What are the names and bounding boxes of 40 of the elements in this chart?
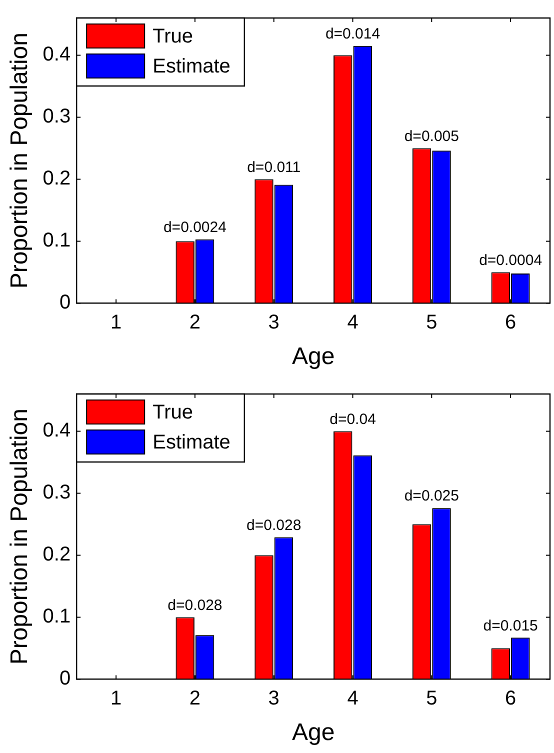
x-tick-label: 3 (268, 312, 280, 334)
x-axis-title: Age (292, 719, 335, 746)
annotation: d=0.028 (168, 596, 222, 614)
legend-label: True (152, 26, 193, 48)
legend-label: Estimate (152, 432, 230, 454)
annotation: d=0.028 (246, 516, 302, 534)
y-tick-label: 0.4 (42, 420, 71, 442)
x-tick-label: 2 (189, 688, 201, 710)
y-axis-title: Proportion in Population (6, 408, 34, 665)
x-tick-label: 6 (504, 688, 516, 710)
x-tick-label: 3 (268, 688, 280, 710)
y-tick-label: 0.2 (42, 168, 71, 190)
x-axis-title: Age (292, 343, 335, 370)
x-tick-label: 1 (110, 688, 122, 710)
x-tick-label: 4 (347, 688, 358, 710)
x-tick-label: 4 (347, 312, 358, 334)
y-tick-label: 0.2 (42, 544, 71, 566)
y-axis-title: Proportion in Population (6, 32, 34, 289)
y-tick-label: 0.3 (42, 482, 71, 504)
x-tick-label: 1 (110, 312, 122, 334)
y-tick-label: 0.4 (42, 44, 71, 66)
annotation: d=0.0024 (163, 218, 226, 236)
annotation: d=0.0004 (479, 252, 542, 269)
x-tick-label: 5 (426, 688, 438, 710)
y-tick-label: 0.1 (42, 606, 71, 628)
y-tick-label: 0 (59, 292, 71, 314)
x-tick-label: 6 (504, 312, 516, 334)
annotation: d=0.011 (247, 158, 301, 176)
y-tick-label: 0.1 (42, 230, 71, 252)
y-tick-label: 0 (59, 668, 71, 690)
y-tick-label: 0.3 (42, 106, 71, 128)
legend-label: True (152, 402, 193, 424)
annotation: d=0.015 (483, 617, 538, 634)
x-tick-label: 2 (189, 312, 201, 334)
annotation: d=0.025 (404, 488, 459, 505)
legend-label: Estimate (152, 56, 230, 78)
annotation: d=0.014 (325, 26, 380, 43)
x-tick-label: 5 (426, 312, 438, 334)
annotation: d=0.04 (330, 410, 376, 428)
annotation: d=0.005 (404, 128, 459, 145)
